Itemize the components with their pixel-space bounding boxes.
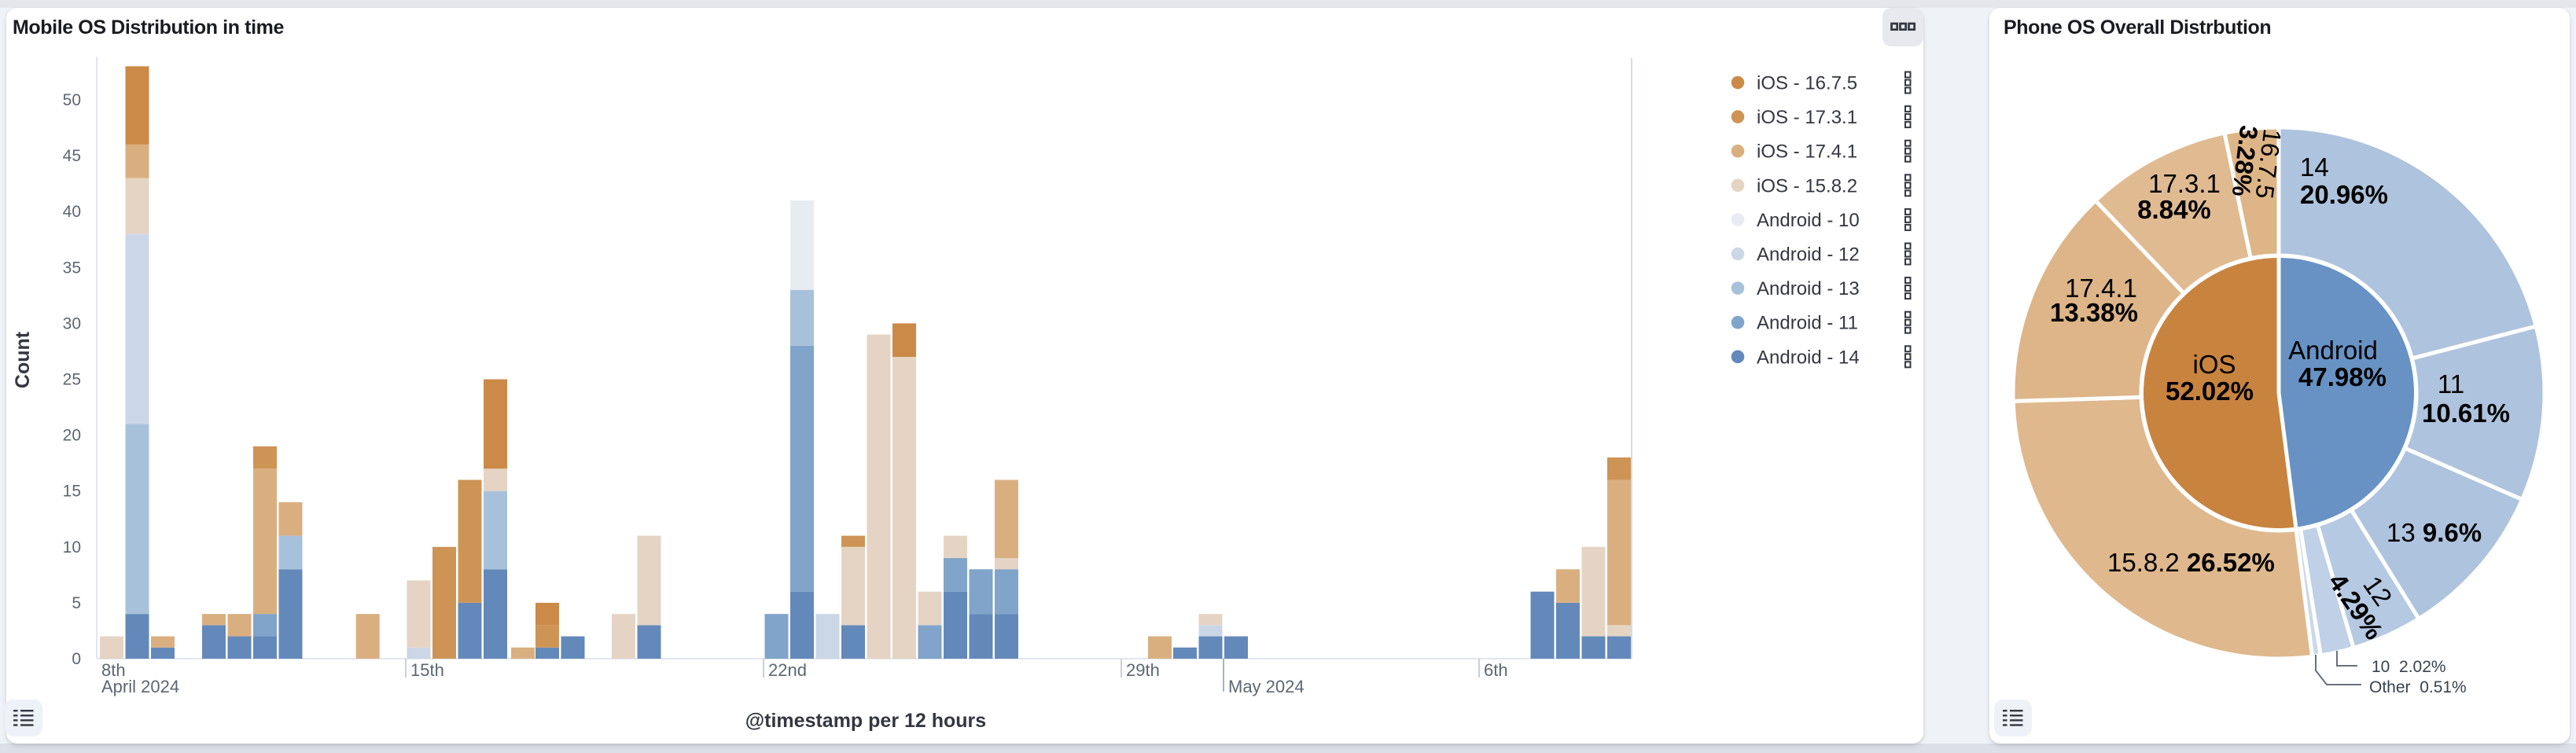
svg-text:10 2.02%: 10 2.02% — [2372, 658, 2446, 676]
svg-text:40: 40 — [63, 203, 81, 221]
svg-text:17.4.1: 17.4.1 — [2065, 274, 2137, 303]
svg-text:29th: 29th — [1126, 660, 1160, 680]
svg-text:Other 0.51%: Other 0.51% — [2369, 678, 2467, 696]
svg-text:10.61%: 10.61% — [2422, 399, 2510, 428]
svg-text:52.02%: 52.02% — [2166, 376, 2254, 406]
svg-text:20: 20 — [63, 427, 81, 445]
svg-text:Count: Count — [12, 331, 34, 388]
svg-text:47.98%: 47.98% — [2298, 362, 2386, 391]
svg-text:8th: 8th — [101, 660, 126, 680]
svg-text:Android - 13: Android - 13 — [1757, 278, 1860, 299]
svg-text:13.38%: 13.38% — [2050, 298, 2138, 327]
svg-text:iOS - 17.3.1: iOS - 17.3.1 — [1757, 107, 1857, 128]
svg-text:Android - 14: Android - 14 — [1757, 347, 1860, 368]
svg-text:45: 45 — [63, 147, 81, 165]
svg-text:30: 30 — [63, 314, 81, 332]
svg-text:35: 35 — [63, 259, 81, 277]
svg-text:@timestamp per 12 hours: @timestamp per 12 hours — [745, 710, 986, 732]
svg-text:May 2024: May 2024 — [1228, 677, 1305, 696]
svg-text:20.96%: 20.96% — [2300, 180, 2388, 209]
svg-text:11: 11 — [2438, 369, 2464, 399]
svg-text:iOS - 15.8.2: iOS - 15.8.2 — [1757, 175, 1857, 197]
svg-text:15: 15 — [63, 483, 81, 501]
svg-text:April 2024: April 2024 — [101, 677, 179, 696]
svg-text:50: 50 — [63, 91, 81, 109]
svg-text:0: 0 — [72, 650, 81, 668]
svg-text:Android - 11: Android - 11 — [1757, 313, 1858, 334]
svg-text:15th: 15th — [410, 660, 444, 680]
svg-text:Android - 12: Android - 12 — [1757, 244, 1860, 266]
svg-text:10: 10 — [63, 538, 81, 556]
svg-text:Android - 10: Android - 10 — [1757, 210, 1860, 231]
svg-text:Mobile OS Distribution in time: Mobile OS Distribution in time — [13, 17, 284, 39]
svg-text:25: 25 — [63, 371, 81, 389]
svg-text:13 9.6%: 13 9.6% — [2386, 518, 2482, 547]
svg-text:Phone OS Overall Distrbution: Phone OS Overall Distrbution — [2004, 17, 2271, 39]
svg-text:15.8.2 26.52%: 15.8.2 26.52% — [2107, 548, 2275, 577]
svg-text:8.84%: 8.84% — [2137, 195, 2211, 224]
svg-text:iOS: iOS — [2192, 350, 2236, 379]
svg-text:6th: 6th — [1484, 660, 1508, 680]
svg-text:iOS - 16.7.5: iOS - 16.7.5 — [1757, 73, 1857, 94]
svg-text:Android: Android — [2288, 336, 2378, 365]
svg-text:iOS - 17.4.1: iOS - 17.4.1 — [1757, 141, 1857, 163]
svg-text:22nd: 22nd — [768, 660, 807, 680]
svg-text:14: 14 — [2300, 152, 2329, 182]
svg-text:5: 5 — [72, 594, 81, 612]
svg-text:17.3.1: 17.3.1 — [2148, 169, 2221, 198]
